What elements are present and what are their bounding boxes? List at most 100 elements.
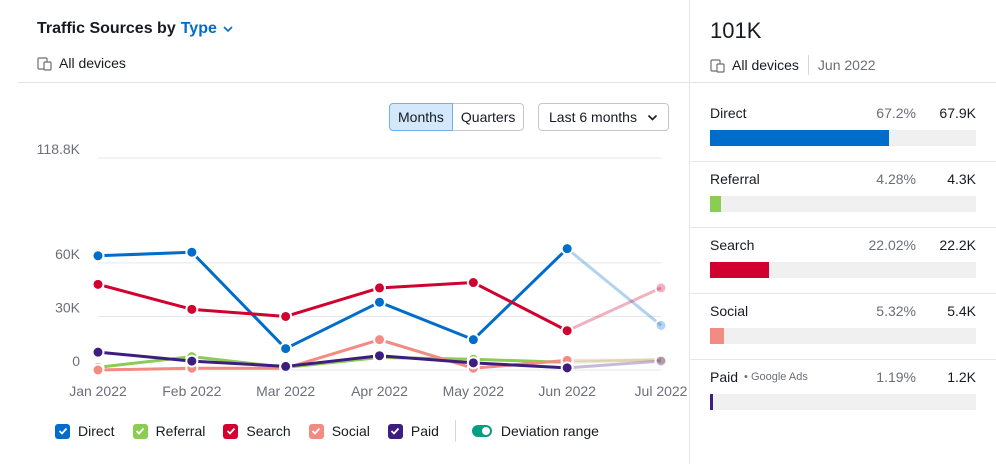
devices-label: All devices — [732, 57, 799, 73]
data-point-search — [91, 277, 105, 291]
y-tick-label: 60K — [55, 246, 81, 262]
checkbox-checked-icon[interactable] — [387, 423, 403, 439]
source-row-direct[interactable]: Direct 67.2% 67.9K — [710, 104, 976, 146]
series-line-search — [97, 281, 568, 333]
devices-label: All devices — [59, 55, 126, 71]
source-row-search[interactable]: Search 22.02% 22.2K — [710, 236, 976, 278]
legend-deviation[interactable]: Deviation range — [471, 423, 599, 439]
source-bar — [710, 328, 725, 344]
title-type-dropdown[interactable]: Type — [180, 20, 217, 37]
source-percent: 22.02% — [868, 237, 916, 253]
legend-label: Search — [246, 423, 291, 439]
legend-direct[interactable]: Direct — [55, 423, 115, 439]
quarters-button[interactable]: Quarters — [452, 103, 525, 131]
summary-date: Jun 2022 — [817, 57, 876, 73]
source-bar-track — [710, 394, 976, 410]
legend-search[interactable]: Search — [223, 423, 291, 439]
forecast-line-direct — [566, 247, 662, 327]
data-point-social — [373, 333, 386, 347]
source-bar — [710, 130, 889, 146]
data-point-direct — [185, 245, 199, 259]
data-point-search — [279, 309, 293, 323]
data-point-direct — [279, 342, 293, 356]
data-point-search — [466, 276, 480, 290]
source-value: 67.9K — [939, 105, 976, 121]
series-line-paid — [97, 350, 568, 370]
data-point-paid — [560, 361, 574, 375]
range-select[interactable]: Last 6 months — [538, 103, 669, 131]
data-point-paid — [91, 345, 105, 359]
devices-filter: All devices — [37, 55, 126, 71]
divider — [690, 227, 996, 228]
data-point-paid — [185, 354, 199, 368]
source-bar-track — [710, 130, 976, 146]
data-point-paid — [279, 359, 293, 373]
source-value: 4.3K — [947, 171, 976, 187]
data-point-social — [91, 363, 105, 377]
range-select-wrap: Last 6 months — [538, 103, 669, 131]
source-row-paid[interactable]: Paid • Google Ads 1.19% 1.2K — [710, 368, 976, 410]
source-value: 5.4K — [947, 303, 976, 319]
source-name: Direct — [710, 105, 747, 121]
source-row-referral[interactable]: Referral 4.28% 4.3K — [710, 170, 976, 212]
data-point-paid — [466, 356, 480, 370]
x-tick-label: Jan 2022 — [69, 383, 127, 399]
source-bar — [710, 196, 722, 212]
data-point-direct — [466, 333, 480, 347]
legend-referral[interactable]: Referral — [132, 423, 206, 439]
source-bar-track — [710, 262, 976, 278]
data-point-direct — [654, 318, 668, 332]
source-bar — [710, 394, 714, 410]
data-point-direct — [91, 249, 105, 263]
x-tick-label: Feb 2022 — [162, 383, 221, 399]
source-value: 1.2K — [947, 369, 976, 385]
source-name: Referral — [710, 171, 760, 187]
range-select-label: Last 6 months — [549, 109, 637, 125]
data-point-direct — [560, 242, 574, 256]
divider — [690, 161, 996, 162]
source-name: Social — [710, 303, 749, 319]
chart-legend: Direct Referral Search Social Paid Devia… — [55, 420, 617, 442]
line-chart: 0 30K 60K 118.8K Jan 2022 Feb 2022 Mar 2022 Apr… — [37, 141, 688, 399]
legend-label: Deviation range — [500, 423, 599, 439]
checkbox-checked-icon[interactable] — [223, 423, 239, 439]
source-name: Paid — [710, 369, 739, 385]
source-name: Search — [710, 237, 755, 253]
divider — [690, 359, 996, 360]
period-toggle: Months Quarters — [389, 103, 525, 131]
forecast-line-paid — [567, 359, 662, 370]
chevron-down-icon[interactable] — [223, 24, 233, 34]
separator — [807, 55, 809, 75]
checkbox-checked-icon[interactable] — [55, 423, 70, 439]
source-percent: 1.19% — [876, 369, 916, 385]
legend-label: Referral — [155, 423, 206, 439]
devices-icon — [37, 56, 52, 71]
data-point-search — [560, 324, 574, 338]
forecast-line-referral — [567, 357, 662, 364]
checkbox-checked-icon[interactable] — [132, 423, 148, 439]
source-bar-track — [710, 196, 976, 212]
data-point-search — [654, 281, 668, 295]
legend-label: Social — [331, 423, 370, 439]
divider — [690, 82, 996, 83]
source-value: 22.2K — [939, 237, 976, 253]
x-tick-label: Mar 2022 — [256, 383, 315, 399]
checkbox-checked-icon[interactable] — [308, 423, 324, 439]
legend-label: Paid — [410, 423, 439, 439]
source-percent: 5.32% — [876, 303, 916, 319]
legend-label: Direct — [78, 423, 115, 439]
x-tick-label: Jul 2022 — [635, 383, 688, 399]
months-button[interactable]: Months — [389, 103, 453, 131]
series-line-direct — [97, 247, 569, 351]
total-visits: 101K — [710, 18, 762, 43]
legend-paid[interactable]: Paid — [387, 423, 439, 439]
chevron-down-icon — [647, 114, 658, 121]
data-point-paid — [654, 354, 668, 368]
source-row-social[interactable]: Social 5.32% 5.4K — [710, 302, 976, 344]
x-tick-label: May 2022 — [443, 383, 505, 399]
title-prefix: Traffic Sources by — [37, 20, 176, 37]
forecast-line-search — [566, 286, 662, 333]
deviation-toggle[interactable] — [471, 425, 492, 437]
legend-social[interactable]: Social — [308, 423, 370, 439]
series-line-social — [97, 338, 568, 372]
